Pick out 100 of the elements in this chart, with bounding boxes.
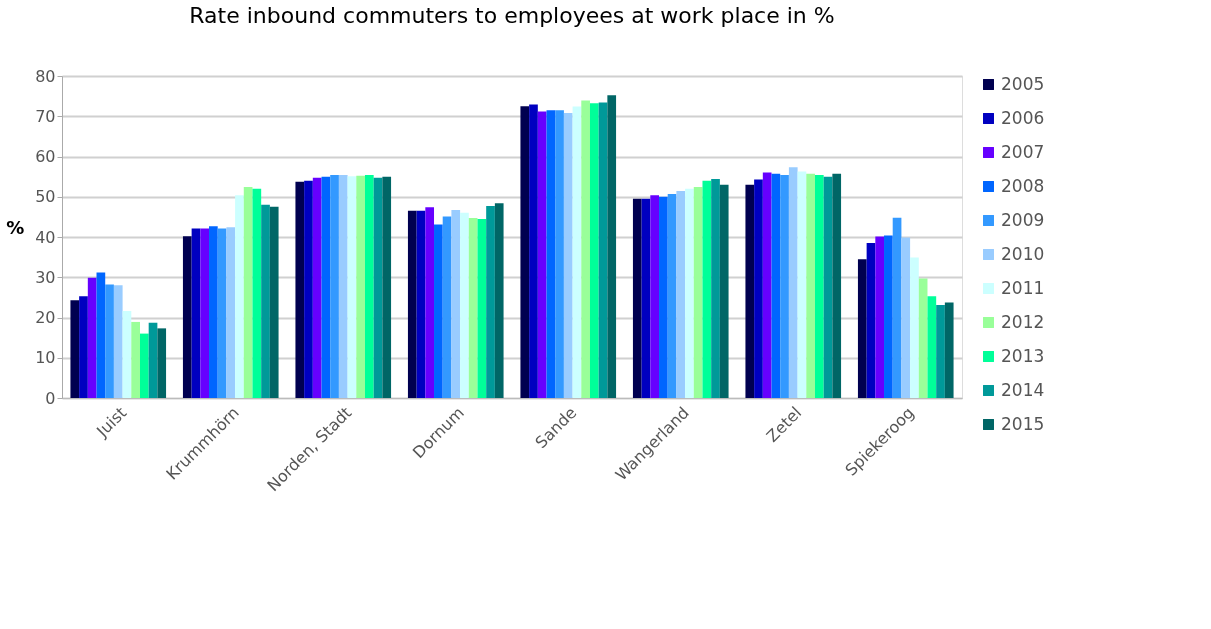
bar — [936, 305, 945, 398]
bar — [702, 180, 712, 398]
bar — [330, 175, 339, 398]
bar — [529, 104, 538, 398]
bar — [581, 100, 590, 398]
y-tick-label: 60 — [35, 147, 56, 166]
bar — [477, 218, 487, 398]
chart-title: Rate inbound commuters to employees at work place in % — [189, 3, 835, 28]
bar — [814, 175, 824, 398]
bar — [693, 187, 703, 398]
bar — [182, 236, 192, 398]
legend-label: 2012 — [1001, 311, 1045, 332]
bar — [857, 259, 867, 398]
bar — [641, 198, 651, 398]
bar — [823, 176, 833, 398]
bar — [96, 272, 106, 398]
y-tick-label: 20 — [35, 308, 56, 327]
bar — [537, 111, 547, 398]
bar — [659, 196, 668, 398]
bar — [866, 243, 876, 398]
bar — [892, 217, 902, 398]
legend-label: 2009 — [1001, 209, 1045, 230]
bar — [460, 212, 469, 398]
legend-label: 2006 — [1001, 107, 1045, 128]
bar — [711, 179, 720, 398]
bar — [572, 106, 582, 398]
bar — [589, 103, 599, 398]
legend-label: 2005 — [1001, 73, 1045, 94]
bar — [105, 284, 114, 398]
bar — [667, 193, 677, 398]
y-tick-label: 80 — [35, 66, 56, 86]
legend-label: 2008 — [1001, 175, 1045, 196]
bar — [832, 173, 842, 398]
bar — [304, 180, 313, 398]
bar — [131, 321, 140, 398]
bar — [494, 203, 504, 398]
bar — [901, 237, 911, 398]
bar — [269, 206, 279, 398]
bar — [425, 207, 435, 398]
bar — [364, 175, 374, 398]
bar — [944, 302, 954, 398]
y-axis-title: % — [6, 216, 25, 238]
bar — [555, 110, 564, 398]
bar — [910, 257, 919, 398]
bar — [780, 175, 789, 398]
bar — [563, 113, 573, 398]
bar — [927, 296, 937, 398]
bar — [416, 210, 426, 398]
bar — [347, 176, 357, 398]
bar — [312, 177, 322, 398]
legend-label: 2007 — [1001, 141, 1045, 162]
y-tick-label: 70 — [35, 106, 56, 126]
bar — [685, 188, 694, 398]
legend-label: 2011 — [1001, 277, 1045, 298]
bar — [261, 204, 270, 398]
bar — [745, 184, 755, 398]
bar — [70, 300, 80, 398]
bar — [209, 226, 218, 398]
bar — [122, 311, 132, 398]
bar — [650, 195, 660, 398]
bar — [486, 206, 495, 398]
bar — [771, 173, 781, 398]
legend-label: 2013 — [1001, 345, 1045, 366]
bar — [451, 210, 461, 398]
bar — [157, 328, 167, 398]
bar — [338, 175, 348, 398]
y-tick-label: 50 — [35, 187, 56, 207]
bar — [87, 277, 97, 398]
bar — [598, 102, 608, 398]
bar — [113, 285, 123, 398]
bar — [79, 296, 88, 398]
bar — [139, 333, 149, 398]
bar — [762, 172, 772, 398]
bar — [546, 110, 556, 398]
bar — [442, 216, 452, 398]
bar — [243, 187, 253, 398]
bar — [356, 175, 365, 398]
bar — [884, 235, 893, 398]
y-tick-label: 10 — [35, 348, 56, 368]
bar — [295, 181, 305, 398]
bar — [875, 236, 885, 398]
bar — [754, 179, 763, 398]
bar — [235, 195, 244, 398]
bar — [520, 106, 530, 398]
bar — [607, 95, 617, 398]
bar — [321, 176, 331, 398]
bar — [148, 322, 158, 398]
bar — [200, 228, 210, 398]
legend-label: 2014 — [1001, 379, 1045, 400]
bar — [719, 184, 729, 398]
y-tick-label: 30 — [35, 267, 56, 287]
legend-label: 2010 — [1001, 243, 1045, 264]
legend-label: 2015 — [1001, 413, 1045, 434]
y-tick-label: 0 — [45, 388, 56, 408]
bar — [806, 173, 815, 398]
bar — [407, 210, 417, 398]
bar — [676, 191, 686, 398]
bar — [226, 227, 236, 398]
y-tick-label: 40 — [35, 227, 56, 247]
bar — [632, 198, 642, 398]
